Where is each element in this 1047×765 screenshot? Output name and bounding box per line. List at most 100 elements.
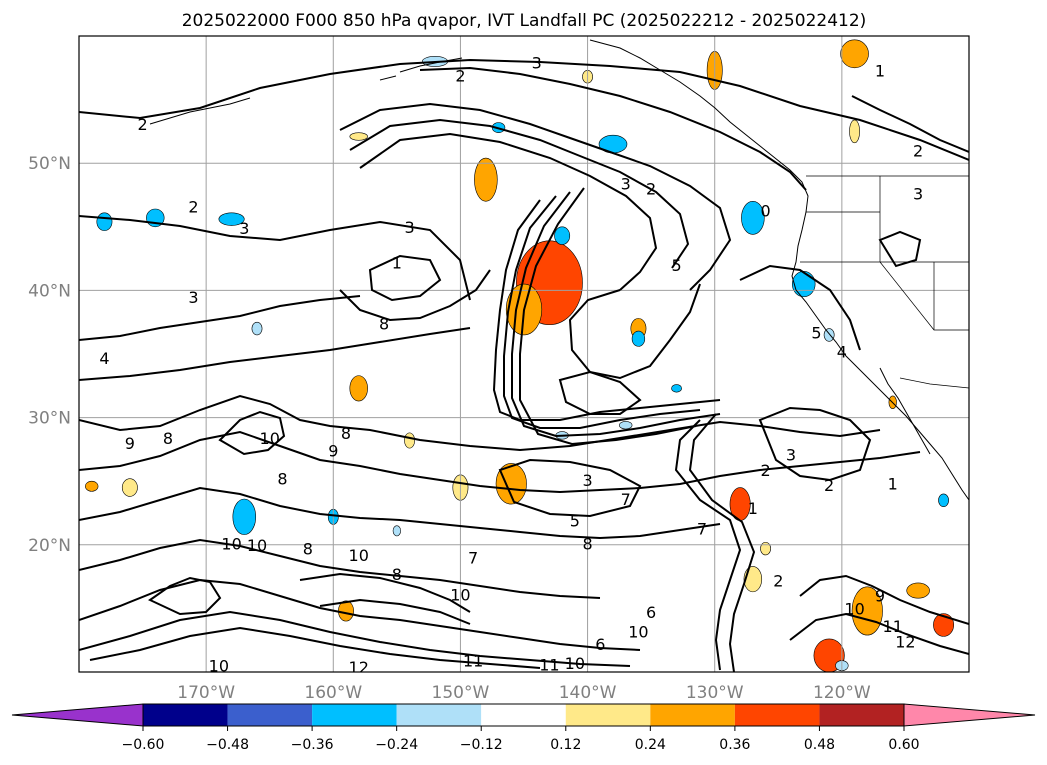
contour-line [419,66,807,191]
shaded-patch-29 [218,212,245,226]
colorbar-tick-label: 0.12 [550,737,581,753]
baja-california-coast [879,367,931,455]
longitude-tick-labels: 170°W 160°W 150°W 140°W 130°W 120°W [177,683,871,703]
contour-label: 9 [328,442,338,461]
contour-label: 10 [565,654,585,673]
shaded-patch-21 [121,478,138,497]
contour-label: 7 [697,519,707,538]
shaded-patch-20 [85,480,99,492]
contour-label: 5 [671,256,681,275]
colorbar-extend-high [903,703,1036,727]
contour-label: 10 [450,585,470,604]
colorbar-segment [143,704,228,726]
contour-label: 12 [349,658,369,677]
shaded-patch-42 [392,525,401,537]
contour-label: 9 [125,434,135,453]
contour-label: 8 [303,540,313,559]
shaded-patch-11 [404,432,415,449]
lat-tick-label: 40°N [28,281,71,301]
colorbar-tick-label: 0.24 [635,737,666,753]
contour-line [674,419,742,671]
contour-line [349,118,690,269]
contour-label: 2 [824,476,834,495]
contour-label: 10 [209,657,229,676]
contour-label: 10 [628,622,648,641]
colorbar-segment [227,704,313,726]
contour-label: 7 [468,549,478,568]
contour-label: 2 [188,197,198,216]
contour-line [79,394,881,452]
shaded-patch-9 [495,463,527,505]
shaded-patch-28 [791,271,816,298]
shaded-patch-16 [906,582,930,599]
shaded-patch-3 [349,132,368,141]
colorbar-segment [312,704,397,726]
shaded-patch-32 [554,226,571,245]
colorbar-segment [396,704,482,726]
contour-label: 2 [760,461,770,480]
shaded-patch-41 [823,328,835,342]
colorbar-tick-label: −0.48 [206,737,249,753]
map-frame [78,35,970,673]
contour-label: 5 [811,323,821,342]
contour-label: 10 [221,535,241,554]
contour-label: 3 [582,471,592,490]
colorbar-tick-label: 0.36 [719,737,750,753]
border-layer [800,175,969,389]
contour-label: 11 [539,655,559,674]
colorbar-frame [142,703,905,727]
graticule-layer [79,36,969,672]
contour-label: 2 [646,180,656,199]
contour-label: 4 [837,342,847,361]
colorbar-tick-label: 0.60 [888,737,919,753]
colorbar-tick-label: 0.48 [804,737,835,753]
contour-label: 7 [621,490,631,509]
contour-line [851,95,969,153]
contour-layer [79,58,969,672]
contour-label: 12 [895,632,915,651]
contour-line [79,58,969,161]
contour-label: 2 [455,66,465,85]
contour-line [739,264,861,351]
contour-line [79,295,361,341]
contour-line [511,191,721,438]
contour-label: 11 [883,617,903,636]
contour-label: 8 [341,424,351,443]
shaded-patch-6 [849,119,860,144]
contour-label: 3 [786,445,796,464]
shaded-patch-17 [933,613,955,637]
contour-line [79,578,641,651]
contour-line [339,269,491,322]
contour-label: 3 [239,219,249,238]
shaded-patch-27 [741,201,765,235]
contour-line [339,102,732,291]
contour-label: 10 [247,536,267,555]
contour-label: 9 [875,587,885,606]
colorbar-segment [481,704,566,726]
contour-label: 6 [595,635,605,654]
contour-label: 10 [349,546,369,565]
lon-tick-label: 140°W [559,683,617,703]
contour-label: 2 [137,115,147,134]
colorbar-segment [819,704,904,726]
contour-line [79,610,631,667]
contour-line [688,413,756,672]
contour-label: 2 [773,571,783,590]
contour-label: 11 [463,652,483,671]
contour-line [79,538,601,599]
contour-line [319,598,471,625]
contour-line [79,486,721,540]
colorbar-segment [565,704,651,726]
contour-line [498,458,642,518]
shaded-patch-40 [938,493,949,507]
contour-line [799,574,969,625]
shaded-patch-14 [743,566,763,593]
shaded-patch-35 [619,421,633,430]
contour-label: 8 [582,535,592,554]
contour-label: 6 [646,603,656,622]
qvapor-shading-layer [85,39,955,672]
contour-line [368,254,442,302]
contour-line [492,199,721,421]
colorbar: −0.60 −0.48 −0.36 −0.24 −0.12 0.12 0.24 0.36 0.4… [11,703,1036,753]
alaska-islands [379,57,463,81]
